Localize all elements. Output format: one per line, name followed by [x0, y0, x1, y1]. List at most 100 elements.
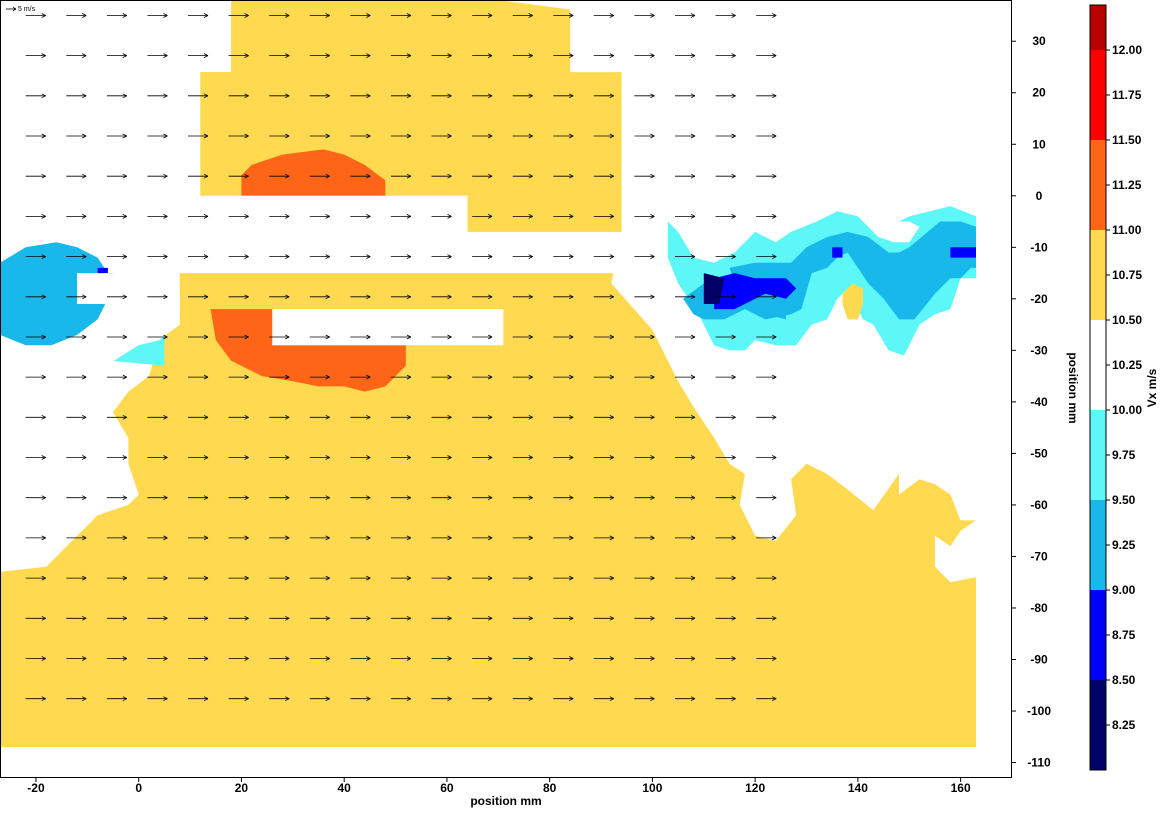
velocity-vector: [512, 535, 533, 541]
velocity-vector: [472, 254, 493, 259]
velocity-vector: [675, 93, 696, 99]
y-tick-label: -60: [1030, 498, 1048, 512]
velocity-vector: [106, 214, 127, 219]
velocity-vector: [553, 495, 574, 501]
velocity-vector: [269, 294, 290, 300]
velocity-vector: [472, 495, 493, 501]
velocity-vector: [228, 214, 249, 219]
velocity-vector: [106, 575, 127, 581]
x-tick-label: 60: [440, 781, 454, 795]
velocity-vector: [431, 294, 452, 300]
velocity-vector: [106, 495, 127, 501]
velocity-vector: [106, 133, 127, 139]
velocity-vector: [553, 535, 574, 541]
velocity-vector: [715, 575, 736, 581]
velocity-vector: [593, 495, 614, 501]
velocity-vector: [309, 173, 330, 179]
velocity-vector: [188, 615, 209, 621]
velocity-vector: [390, 13, 412, 18]
colorbar-tick-label: 9.75: [1112, 448, 1136, 462]
velocity-vector: [431, 455, 452, 460]
velocity-vector: [228, 53, 249, 58]
velocity-vector: [756, 696, 777, 702]
contour-region-5: [570, 0, 612, 73]
velocity-vector: [147, 414, 168, 420]
velocity-vector: [634, 374, 655, 380]
contour-region-15: [703, 273, 725, 304]
velocity-vector: [756, 414, 777, 420]
velocity-vector: [512, 374, 533, 380]
masked-region-2: [77, 273, 119, 304]
velocity-vector: [309, 374, 330, 380]
colorbar-tick-label: 8.50: [1112, 673, 1136, 687]
colorbar-frame: [1089, 4, 1107, 771]
contour-region-22: [960, 319, 976, 351]
velocity-vector: [147, 696, 168, 702]
velocity-vector: [228, 294, 249, 300]
velocity-vector: [147, 254, 168, 259]
velocity-vector: [309, 656, 330, 661]
velocity-vector: [472, 334, 493, 340]
x-tick-label: 160: [951, 781, 971, 795]
velocity-vector: [593, 294, 614, 300]
velocity-vector: [431, 93, 452, 99]
velocity-vector: [309, 455, 330, 460]
velocity-vector: [553, 173, 574, 179]
velocity-vector: [512, 294, 533, 300]
velocity-vector: [25, 414, 46, 420]
velocity-vector: [715, 133, 736, 139]
velocity-vector: [350, 374, 371, 380]
velocity-vector: [309, 133, 330, 139]
velocity-vector: [553, 414, 574, 420]
velocity-vector: [431, 656, 452, 661]
colorbar-tick-label: 10.50: [1112, 313, 1142, 327]
velocity-vector: [431, 173, 452, 179]
colorbar-swatch-7: [1090, 50, 1106, 140]
velocity-vector: [228, 173, 249, 179]
velocity-vector: [715, 53, 736, 58]
velocity-vector: [675, 334, 696, 340]
velocity-vector: [715, 495, 736, 501]
velocity-vector: [25, 495, 46, 501]
velocity-vector: [472, 455, 493, 460]
velocity-vector: [512, 214, 533, 219]
velocity-vector: [512, 455, 533, 460]
velocity-vector: [147, 535, 168, 541]
contour-region-14: [714, 273, 797, 310]
y-tick-label: 30: [1032, 34, 1046, 48]
velocity-vector: [472, 13, 493, 18]
velocity-vector: [66, 535, 87, 541]
velocity-vector: [25, 53, 46, 58]
velocity-vector: [593, 334, 614, 340]
contour-region-21: [950, 247, 976, 258]
velocity-vector: [106, 656, 127, 661]
velocity-vector: [188, 13, 209, 18]
velocity-vector: [715, 455, 736, 460]
velocity-vector: [715, 294, 736, 300]
velocity-vector: [269, 334, 290, 340]
velocity-vector: [66, 53, 87, 58]
colorbar-tick-label: 9.25: [1112, 538, 1136, 552]
velocity-vector: [756, 374, 777, 380]
velocity-vector: [188, 575, 209, 581]
velocity-vector: [756, 294, 777, 300]
velocity-vector: [553, 214, 574, 219]
velocity-vector: [25, 214, 46, 219]
contour-regions: [0, 0, 976, 748]
colorbar-tick-label: 11.50: [1112, 133, 1142, 147]
velocity-vector: [634, 455, 655, 460]
velocity-vector: [269, 254, 290, 259]
colorbar-swatch-5: [1090, 230, 1106, 320]
colorbar-swatch-0: [1090, 680, 1106, 770]
velocity-vector: [269, 414, 290, 420]
x-tick-label: -20: [27, 781, 45, 795]
velocity-vector: [25, 575, 46, 581]
velocity-vector: [675, 455, 696, 460]
velocity-vector: [25, 294, 46, 300]
velocity-vector: [675, 535, 696, 541]
velocity-vector: [25, 374, 46, 380]
colorbar-tick-label: 9.50: [1112, 493, 1136, 507]
velocity-vector: [472, 374, 493, 380]
velocity-vector: [269, 495, 290, 501]
velocity-vector: [431, 696, 452, 702]
